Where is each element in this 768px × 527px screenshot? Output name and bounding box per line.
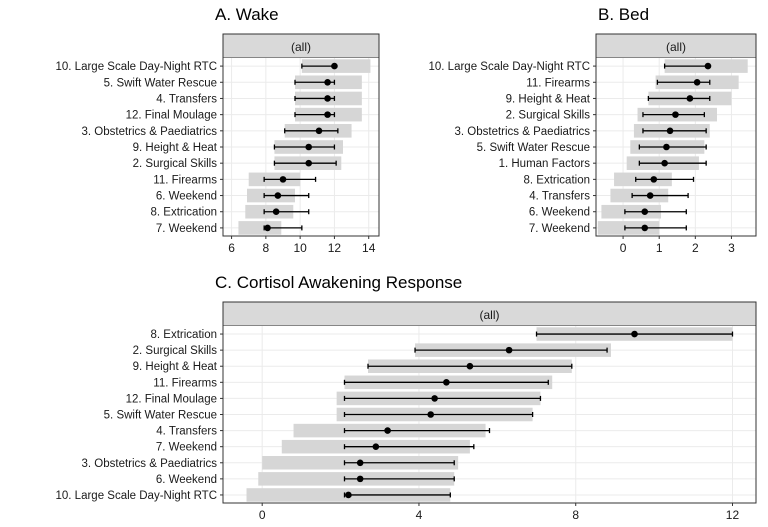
x-tick-label: 12 bbox=[328, 241, 342, 255]
mean-point bbox=[272, 208, 280, 216]
panel-border bbox=[222, 33, 380, 237]
y-tick-label: 9. Height & Heat bbox=[506, 93, 591, 105]
y-tick-label: 4. Transfers bbox=[156, 426, 217, 438]
mean-point bbox=[356, 459, 364, 467]
mean-point bbox=[427, 411, 435, 418]
y-tick-label: 7. Weekend bbox=[529, 223, 590, 235]
mean-point bbox=[672, 111, 679, 118]
y-tick-label: 2. Surgical Skills bbox=[506, 110, 591, 122]
mean-point bbox=[505, 346, 513, 354]
mean-point bbox=[324, 78, 331, 86]
y-tick-label: 10. Large Scale Day-Night RTC bbox=[56, 490, 218, 502]
y-tick-label: 7. Weekend bbox=[156, 223, 217, 235]
range-bar bbox=[238, 221, 282, 235]
mean-point bbox=[372, 443, 380, 450]
panel-a-title: A. Wake bbox=[215, 5, 279, 24]
y-tick-label: 8. Extrication bbox=[524, 174, 590, 186]
mean-point bbox=[466, 362, 474, 370]
mean-point bbox=[661, 159, 668, 167]
panel-b-bed: (all) 10. Large Scale Day-Night RTC 11. Fi… bbox=[429, 33, 757, 255]
y-tick-label: 9. Height & Heat bbox=[133, 142, 218, 154]
y-tick-label: 3. Obstetrics & Paediatrics bbox=[455, 126, 591, 138]
y-tick-label: 1. Human Factors bbox=[499, 158, 591, 170]
x-tick-label: 1 bbox=[656, 241, 663, 255]
mean-point bbox=[666, 127, 674, 135]
y-tick-label: 11. Firearms bbox=[153, 174, 217, 186]
mean-point bbox=[693, 78, 701, 86]
y-tick-label: 6. Weekend bbox=[529, 207, 590, 219]
mean-point bbox=[646, 192, 654, 199]
mean-point bbox=[324, 111, 331, 118]
mean-point bbox=[631, 330, 638, 338]
y-tick-label: 8. Extrication bbox=[151, 207, 217, 219]
x-tick-label: 0 bbox=[620, 241, 627, 255]
x-tick-label: 8 bbox=[263, 241, 270, 255]
y-tick-label: 5. Swift Water Rescue bbox=[104, 410, 217, 422]
y-tick-label: 5. Swift Water Rescue bbox=[104, 77, 217, 89]
x-tick-label: 6 bbox=[228, 241, 235, 255]
y-tick-label: 6. Weekend bbox=[156, 191, 217, 203]
panel-c-title: C. Cortisol Awakening Response bbox=[215, 273, 462, 292]
y-tick-label: 4. Transfers bbox=[156, 93, 217, 105]
panel-b-title: B. Bed bbox=[598, 5, 649, 24]
mean-point bbox=[641, 224, 649, 232]
y-tick-label: 5. Swift Water Rescue bbox=[477, 142, 590, 154]
x-tick-label: 14 bbox=[362, 241, 376, 255]
x-tick-label: 4 bbox=[416, 508, 423, 522]
mean-point bbox=[356, 475, 364, 483]
y-tick-label: 2. Surgical Skills bbox=[133, 345, 218, 357]
mean-point bbox=[641, 208, 649, 216]
mean-point bbox=[345, 491, 352, 499]
x-tick-label: 10 bbox=[293, 241, 307, 255]
strip-label: (all) bbox=[291, 40, 311, 54]
mean-point bbox=[305, 159, 313, 167]
y-tick-label: 4. Transfers bbox=[529, 191, 590, 203]
y-tick-label: 6. Weekend bbox=[156, 474, 217, 486]
mean-point bbox=[650, 176, 658, 183]
mean-point bbox=[431, 395, 438, 402]
y-tick-label: 11. Firearms bbox=[526, 77, 590, 89]
mean-point bbox=[443, 379, 450, 386]
x-tick-label: 3 bbox=[728, 241, 735, 255]
mean-point bbox=[279, 176, 287, 183]
y-tick-label: 8. Extrication bbox=[151, 329, 217, 341]
mean-point bbox=[384, 427, 391, 434]
x-tick-label: 8 bbox=[572, 508, 579, 522]
panel-border bbox=[222, 301, 757, 504]
mean-point bbox=[274, 192, 282, 199]
x-tick-label: 2 bbox=[692, 241, 699, 255]
y-tick-label: 3. Obstetrics & Paediatrics bbox=[82, 126, 218, 138]
panel-c-cortisol-awakening-response: (all) 8. Extrication 2. Surgical Skills 9. … bbox=[56, 301, 757, 522]
y-tick-label: 10. Large Scale Day-Night RTC bbox=[429, 61, 591, 73]
strip-label: (all) bbox=[480, 308, 500, 322]
y-tick-label: 7. Weekend bbox=[156, 442, 217, 454]
y-tick-label: 12. Final Moulage bbox=[126, 110, 217, 122]
y-tick-label: 11. Firearms bbox=[153, 377, 217, 389]
mean-point bbox=[305, 143, 313, 151]
panel-a-wake: (all) 10. Large Scale Day-Night RTC 5. Swi… bbox=[56, 33, 380, 255]
mean-point bbox=[264, 224, 271, 232]
panel-border bbox=[595, 33, 757, 237]
strip-label: (all) bbox=[666, 40, 686, 54]
y-tick-label: 9. Height & Heat bbox=[133, 361, 218, 373]
x-tick-label: 12 bbox=[726, 508, 740, 522]
mean-point bbox=[315, 127, 323, 135]
mean-point bbox=[686, 95, 694, 102]
mean-point bbox=[324, 95, 331, 102]
mean-point bbox=[704, 62, 712, 70]
mean-point bbox=[663, 143, 670, 151]
y-tick-label: 3. Obstetrics & Paediatrics bbox=[82, 458, 218, 470]
y-tick-label: 10. Large Scale Day-Night RTC bbox=[56, 61, 218, 73]
mean-point bbox=[331, 62, 338, 70]
y-tick-label: 12. Final Moulage bbox=[126, 393, 217, 405]
y-tick-label: 2. Surgical Skills bbox=[133, 158, 218, 170]
x-tick-label: 0 bbox=[259, 508, 266, 522]
